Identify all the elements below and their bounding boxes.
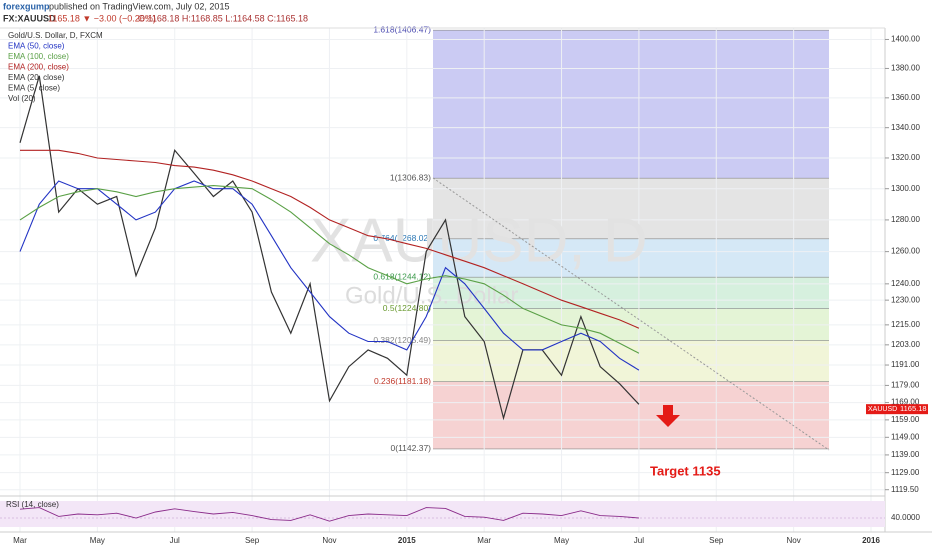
quote: 1165.18 ▼ −3.00 (−0.26%) <box>48 13 156 23</box>
fib-band <box>433 30 829 179</box>
y-tick-label: 1380.00 <box>891 64 920 73</box>
plot-group <box>19 75 640 421</box>
x-tick-label: Sep <box>245 536 260 545</box>
y-tick-label: 1240.00 <box>891 279 920 288</box>
y-tick-label: 1215.00 <box>891 320 920 329</box>
ema-line <box>19 185 640 354</box>
x-tick-label: Jul <box>170 536 180 545</box>
fib-band <box>433 381 829 449</box>
y-tick-label: 1400.00 <box>891 35 920 44</box>
fib-label: 0.618(1244.12) <box>373 271 431 281</box>
x-tick-label: 2015 <box>398 536 416 545</box>
y-tick-label: 1230.00 <box>891 295 920 304</box>
y-tick-label: 1280.00 <box>891 215 920 224</box>
x-tick-label: Nov <box>322 536 336 545</box>
legend-entry: EMA (5, close) <box>8 84 60 93</box>
y-tick-label: 1203.00 <box>891 340 920 349</box>
y-tick-label: 1300.00 <box>891 184 920 193</box>
y-tick-label: 1191.00 <box>891 360 920 369</box>
y-tick-label: 1340.00 <box>891 123 920 132</box>
y-tick-label: 1360.00 <box>891 93 920 102</box>
watermark: XAUUSD, D <box>310 206 648 275</box>
rsi-title: RSI (14, close) <box>6 500 59 509</box>
ohlc: O:1168.18 H:1168.85 L:1164.58 C:1165.18 <box>138 13 308 23</box>
x-tick-label: Nov <box>787 536 801 545</box>
legend: Gold/U.S. Dollar, D, FXCM EMA (50, close)… <box>8 31 103 103</box>
legend-entry: Vol (20) <box>8 94 36 103</box>
x-tick-label: Mar <box>13 536 27 545</box>
x-tick-label: Mar <box>477 536 491 545</box>
fib-label: 0(1142.37) <box>391 443 432 453</box>
legend-entry: Gold/U.S. Dollar, D, FXCM <box>8 31 103 40</box>
fib-label: 1.618(1406.47) <box>373 24 431 34</box>
watermark-sub: Gold/U.S. Dollar <box>345 282 518 309</box>
y-tick-label: 1320.00 <box>891 153 920 162</box>
x-tick-label: May <box>554 536 569 545</box>
ema-line <box>19 180 640 371</box>
x-tick-label: Jul <box>634 536 644 545</box>
symbol: FX:XAUUSD <box>3 13 56 23</box>
y-tick-label: 1119.50 <box>891 485 919 494</box>
y-tick-label: 1149.00 <box>891 432 920 441</box>
annotation: Target 1135 <box>650 463 721 478</box>
rsi-tick-label: 40.0000 <box>891 513 920 522</box>
legend-entry: EMA (50, close) <box>8 42 65 51</box>
legend-entry: EMA (20, close) <box>8 73 65 82</box>
rsi-line <box>19 507 639 522</box>
fib-label: 0.764(1268.02) <box>373 233 431 243</box>
author: forexgump <box>3 1 50 11</box>
fib-label: 1(1306.83) <box>390 172 431 182</box>
y-tick-label: 1139.00 <box>891 450 920 459</box>
legend-entry: EMA (200, close) <box>8 63 69 72</box>
grid-group <box>0 28 885 532</box>
y-tick-label: 1129.00 <box>891 468 920 477</box>
y-tick-label: 1169.00 <box>891 398 920 407</box>
price-tag-symbol: XAUUSD <box>868 406 897 413</box>
x-tick-label: 2016 <box>862 536 880 545</box>
fib-label: 0.382(1205.49) <box>373 335 431 345</box>
y-tick-label: 1260.00 <box>891 247 920 256</box>
price-tag: 1165.18 <box>900 404 927 413</box>
y-tick-label: 1179.00 <box>891 381 920 390</box>
x-tick-label: Sep <box>709 536 724 545</box>
y-tick-label: 1159.00 <box>891 415 920 424</box>
fib-label: 0.236(1181.18) <box>374 376 431 386</box>
fib-band <box>433 238 829 278</box>
fib-band <box>433 340 829 382</box>
price-tag-symbol-bg <box>866 404 898 415</box>
ema-line <box>20 149 640 329</box>
price-tag-bg <box>898 404 928 415</box>
legend-entry: EMA (100, close) <box>8 52 69 61</box>
rsi-band <box>0 501 885 527</box>
published: published on TradingView.com, July 02, 2… <box>49 1 229 11</box>
trend-line <box>432 177 830 451</box>
down-arrow <box>656 405 680 427</box>
x-tick-label: May <box>90 536 105 545</box>
